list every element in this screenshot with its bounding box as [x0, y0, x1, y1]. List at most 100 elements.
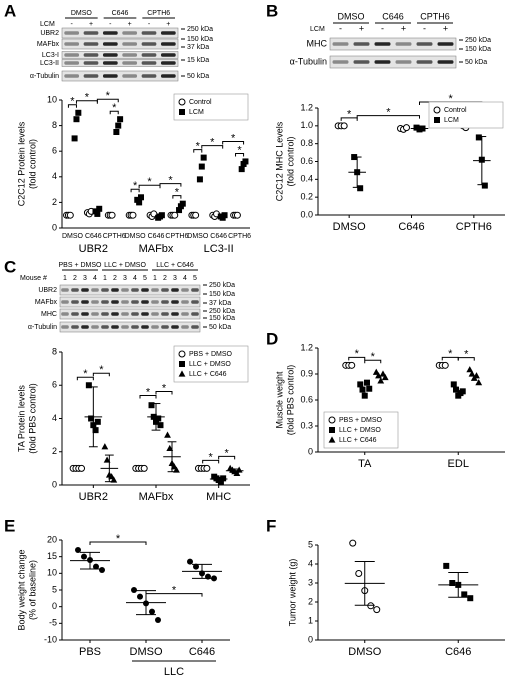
significance-bracket — [138, 184, 161, 189]
data-point — [475, 379, 483, 386]
blot-band — [102, 53, 118, 57]
data-point — [66, 211, 74, 219]
y-tick-label: 4 — [52, 413, 57, 423]
significance-bracket — [193, 149, 203, 153]
blot-band — [395, 42, 412, 46]
data-point — [221, 212, 228, 219]
x-tick-label: C646 — [148, 233, 165, 240]
data-point — [363, 379, 370, 386]
significance-mark: * — [209, 451, 214, 463]
data-point — [88, 415, 95, 422]
blot-column: DMSO — [338, 11, 365, 21]
legend-box — [173, 345, 249, 383]
blot-band — [61, 288, 69, 292]
y-axis-label: Muscle weight — [274, 371, 284, 429]
size-marker: 250 kDa — [187, 26, 213, 33]
y-tick-label: 2 — [308, 596, 313, 606]
blot-band — [101, 325, 109, 329]
blot-band — [141, 61, 157, 65]
mouse-number: 4 — [183, 275, 187, 282]
blot-band — [64, 74, 80, 78]
mouse-number: 2 — [73, 275, 77, 282]
size-marker: 250 kDa — [209, 282, 235, 289]
blot-band — [437, 60, 454, 64]
blot-band — [91, 288, 99, 292]
blot-row-label: MAFbx — [37, 41, 60, 48]
data-point — [348, 361, 356, 369]
blot-band — [64, 31, 80, 35]
x-tick-label: DMSO — [333, 221, 366, 233]
significance-mark: * — [106, 90, 111, 102]
significance-bracket — [130, 188, 140, 193]
data-point — [113, 129, 120, 135]
panel-letter: A — [4, 1, 16, 20]
blot-strip — [59, 284, 201, 296]
blot-column: CPTH6 — [147, 10, 170, 17]
y-tick-label: 0.4 — [300, 174, 313, 184]
blot-band — [161, 325, 169, 329]
blot-band — [121, 325, 129, 329]
data-point — [171, 211, 179, 219]
data-point — [94, 210, 101, 217]
legend-label: LLC + C646 — [189, 371, 227, 378]
blot-band — [416, 42, 433, 46]
data-point — [78, 464, 86, 472]
legend-marker — [329, 427, 335, 433]
y-axis-label: Tumor weight (g) — [287, 559, 297, 627]
blot-band — [122, 31, 138, 35]
y-tick-label: 0.6 — [300, 156, 313, 166]
mouse-number: 3 — [173, 275, 177, 282]
blot-strip — [61, 70, 179, 82]
blot-band — [161, 300, 169, 304]
x-tick-label: MHC — [206, 491, 231, 503]
significance-bracket — [159, 183, 182, 187]
blot-band — [102, 42, 118, 46]
y-axis-label: Body weight change — [16, 549, 26, 630]
size-marker: 15 kDa — [187, 57, 209, 64]
blot-band — [121, 288, 129, 292]
significance-bracket — [92, 372, 110, 377]
data-point — [140, 464, 148, 472]
lane-sign: + — [89, 21, 93, 28]
blot-band — [64, 61, 80, 65]
data-point — [367, 602, 375, 610]
significance-bracket — [340, 117, 358, 121]
mouse-label: Mouse # — [20, 275, 47, 282]
legend-label: LCM — [189, 109, 204, 116]
blot-band — [395, 60, 412, 64]
significance-bracket — [89, 541, 147, 545]
data-point — [443, 562, 450, 569]
blot-band — [102, 61, 118, 65]
x-tick-label: DMSO — [187, 233, 209, 240]
y-axis-label: (fold control) — [27, 139, 37, 189]
blot-row-label: LC3-II — [40, 60, 59, 67]
y-tick-label: 1.2 — [300, 102, 313, 112]
significance-mark: * — [231, 132, 236, 144]
blot-band — [111, 312, 119, 316]
significance-mark: * — [196, 141, 201, 153]
significance-bracket — [172, 195, 182, 199]
data-point — [173, 466, 180, 473]
blot-band — [64, 42, 80, 46]
significance-mark: * — [146, 386, 151, 398]
blot-band — [151, 312, 159, 316]
significance-mark: * — [237, 144, 242, 156]
significance-mark: * — [371, 351, 376, 363]
y-axis-label: (fold PBS control) — [27, 383, 37, 454]
blot-band — [171, 325, 179, 329]
blot-band — [161, 312, 169, 316]
lane-sign: + — [359, 23, 364, 33]
blot-band — [141, 53, 157, 57]
blot-band — [353, 60, 370, 64]
significance-bracket — [96, 98, 119, 103]
data-point — [75, 547, 81, 553]
data-point — [459, 388, 466, 395]
x-tick-label: C646 — [445, 646, 471, 658]
data-point — [157, 422, 164, 429]
x-tick-label: CPTH6 — [103, 233, 126, 240]
blot-row-label: MHC — [307, 38, 328, 48]
y-tick-label: 0.0 — [300, 209, 313, 219]
blot-strip — [59, 308, 201, 320]
x-tick-label: UBR2 — [79, 491, 108, 503]
blot-band — [160, 61, 176, 65]
